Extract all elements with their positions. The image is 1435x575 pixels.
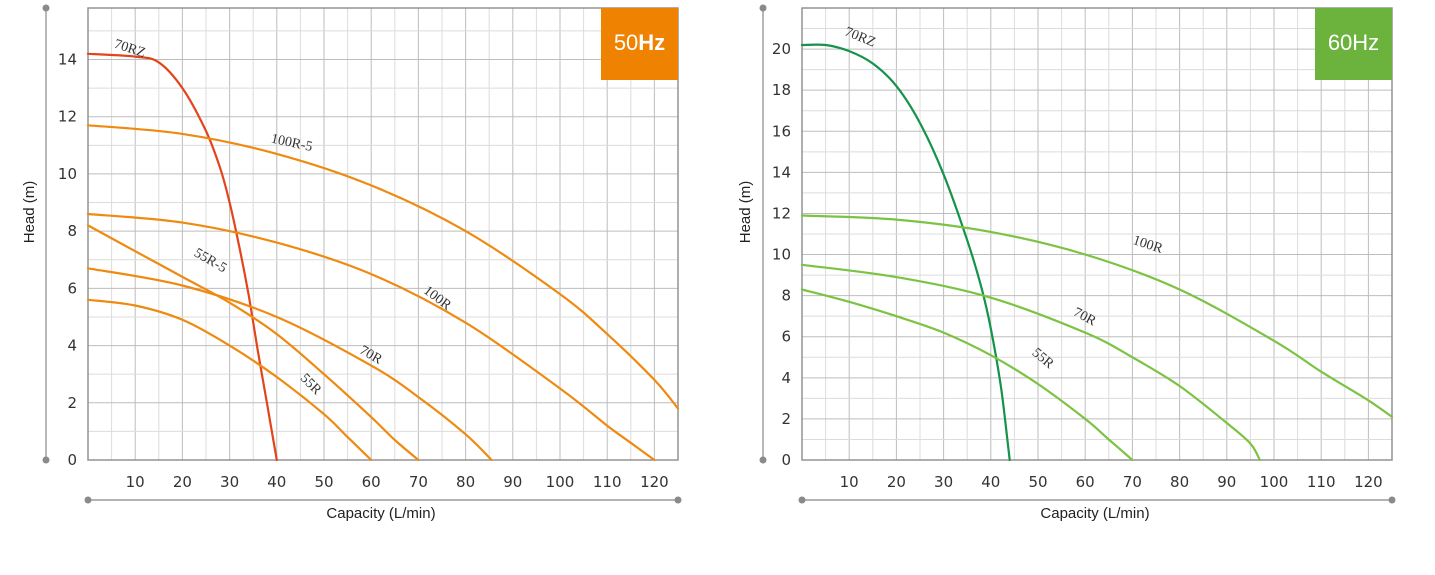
y-tick-label: 20: [772, 40, 791, 58]
grid-lines: [88, 8, 678, 460]
series-curve-55r-5: [86, 224, 420, 462]
x-tick-label: 80: [456, 473, 475, 491]
y-tick-label: 2: [781, 410, 791, 428]
x-tick-label: 90: [1217, 473, 1236, 491]
frequency-value: 60: [1328, 30, 1352, 55]
x-axis-rail-dot: [84, 496, 92, 504]
y-tick-label: 14: [772, 163, 791, 181]
x-tick-label: 120: [640, 473, 669, 491]
x-tick-label: 40: [267, 473, 286, 491]
x-tick-label: 10: [840, 473, 859, 491]
y-tick-label: 16: [772, 122, 791, 140]
y-axis-title: Head (m): [737, 181, 754, 244]
series-group: [86, 52, 680, 462]
frequency-badge: [1315, 8, 1392, 80]
x-tick-label: 30: [220, 473, 239, 491]
y-axis-rail-dot: [42, 4, 50, 12]
x-tick-label: 30: [934, 473, 953, 491]
y-tick-label: 10: [58, 165, 77, 183]
series-curve-70r: [800, 263, 1261, 462]
x-tick-label: 20: [173, 473, 192, 491]
x-tick-label: 50: [314, 473, 333, 491]
frequency-unit: Hz: [1352, 30, 1379, 55]
y-tick-label: 6: [67, 279, 77, 297]
x-tick-label: 110: [1307, 473, 1336, 491]
x-axis-rail-dot: [798, 496, 806, 504]
x-tick-labels: 10 20 30 40 50 60 70 80 90 100 110 120: [126, 473, 669, 491]
y-tick-label: 8: [67, 222, 77, 240]
x-tick-label: 110: [593, 473, 622, 491]
x-tick-label: 40: [981, 473, 1000, 491]
y-tick-label: 4: [67, 337, 77, 355]
y-tick-label: 18: [772, 81, 791, 99]
grid-lines: [802, 8, 1392, 460]
y-tick-label: 0: [67, 451, 77, 469]
y-tick-label: 14: [58, 50, 77, 68]
y-tick-label: 12: [772, 204, 791, 222]
series-group: [800, 43, 1394, 462]
series-curve-100r-5: [86, 124, 680, 410]
x-axis-rail-dot: [1388, 496, 1396, 504]
y-tick-label: 0: [781, 451, 791, 469]
series-curve-55r: [800, 288, 1134, 462]
x-tick-label: 10: [126, 473, 145, 491]
x-axis-title: Capacity (L/min): [326, 505, 435, 522]
x-tick-label: 20: [887, 473, 906, 491]
frequency-badge-label: 60Hz: [1328, 30, 1379, 55]
y-axis-rail-dot: [42, 456, 50, 464]
frequency-badge-label: 50Hz: [614, 30, 665, 55]
series-curve-70rz: [800, 43, 1011, 462]
plot-area: [88, 8, 678, 460]
x-axis-rail-dot: [674, 496, 682, 504]
x-tick-label: 90: [503, 473, 522, 491]
frequency-unit: Hz: [638, 30, 665, 55]
frequency-value: 50: [614, 30, 638, 55]
series-curve-70r: [86, 267, 493, 462]
series-curve-100r: [800, 214, 1394, 418]
frequency-badge: [601, 8, 678, 80]
y-tick-labels: 0 2 4 6 8 10 12 14: [58, 50, 77, 469]
plot-frame: [87, 7, 679, 461]
x-axis-title: Capacity (L/min): [1040, 505, 1149, 522]
series-curve-70rz: [86, 52, 278, 462]
y-axis-title: Head (m): [21, 181, 38, 244]
x-tick-label: 100: [1260, 473, 1289, 491]
y-tick-label: 4: [781, 369, 791, 387]
y-tick-label: 12: [58, 108, 77, 126]
x-tick-labels: 10 20 30 40 50 60 70 80 90 100 110 120: [840, 473, 1383, 491]
x-tick-label: 70: [1123, 473, 1142, 491]
x-tick-label: 120: [1354, 473, 1383, 491]
y-tick-label: 8: [781, 287, 791, 305]
plot-frame: [801, 7, 1393, 461]
x-tick-label: 70: [409, 473, 428, 491]
x-tick-label: 60: [1076, 473, 1095, 491]
y-tick-labels: 0 2 4 6 8 10 12 14 16 18 20: [772, 40, 791, 469]
y-axis-rail-dot: [759, 456, 767, 464]
y-tick-label: 10: [772, 246, 791, 264]
y-tick-label: 6: [781, 328, 791, 346]
y-axis-rail-dot: [759, 4, 767, 12]
x-tick-label: 60: [362, 473, 381, 491]
series-curve-55r: [86, 298, 373, 462]
series-curve-100r: [86, 212, 656, 462]
x-tick-label: 50: [1028, 473, 1047, 491]
x-tick-label: 100: [546, 473, 575, 491]
y-tick-label: 2: [67, 394, 77, 412]
x-tick-label: 80: [1170, 473, 1189, 491]
